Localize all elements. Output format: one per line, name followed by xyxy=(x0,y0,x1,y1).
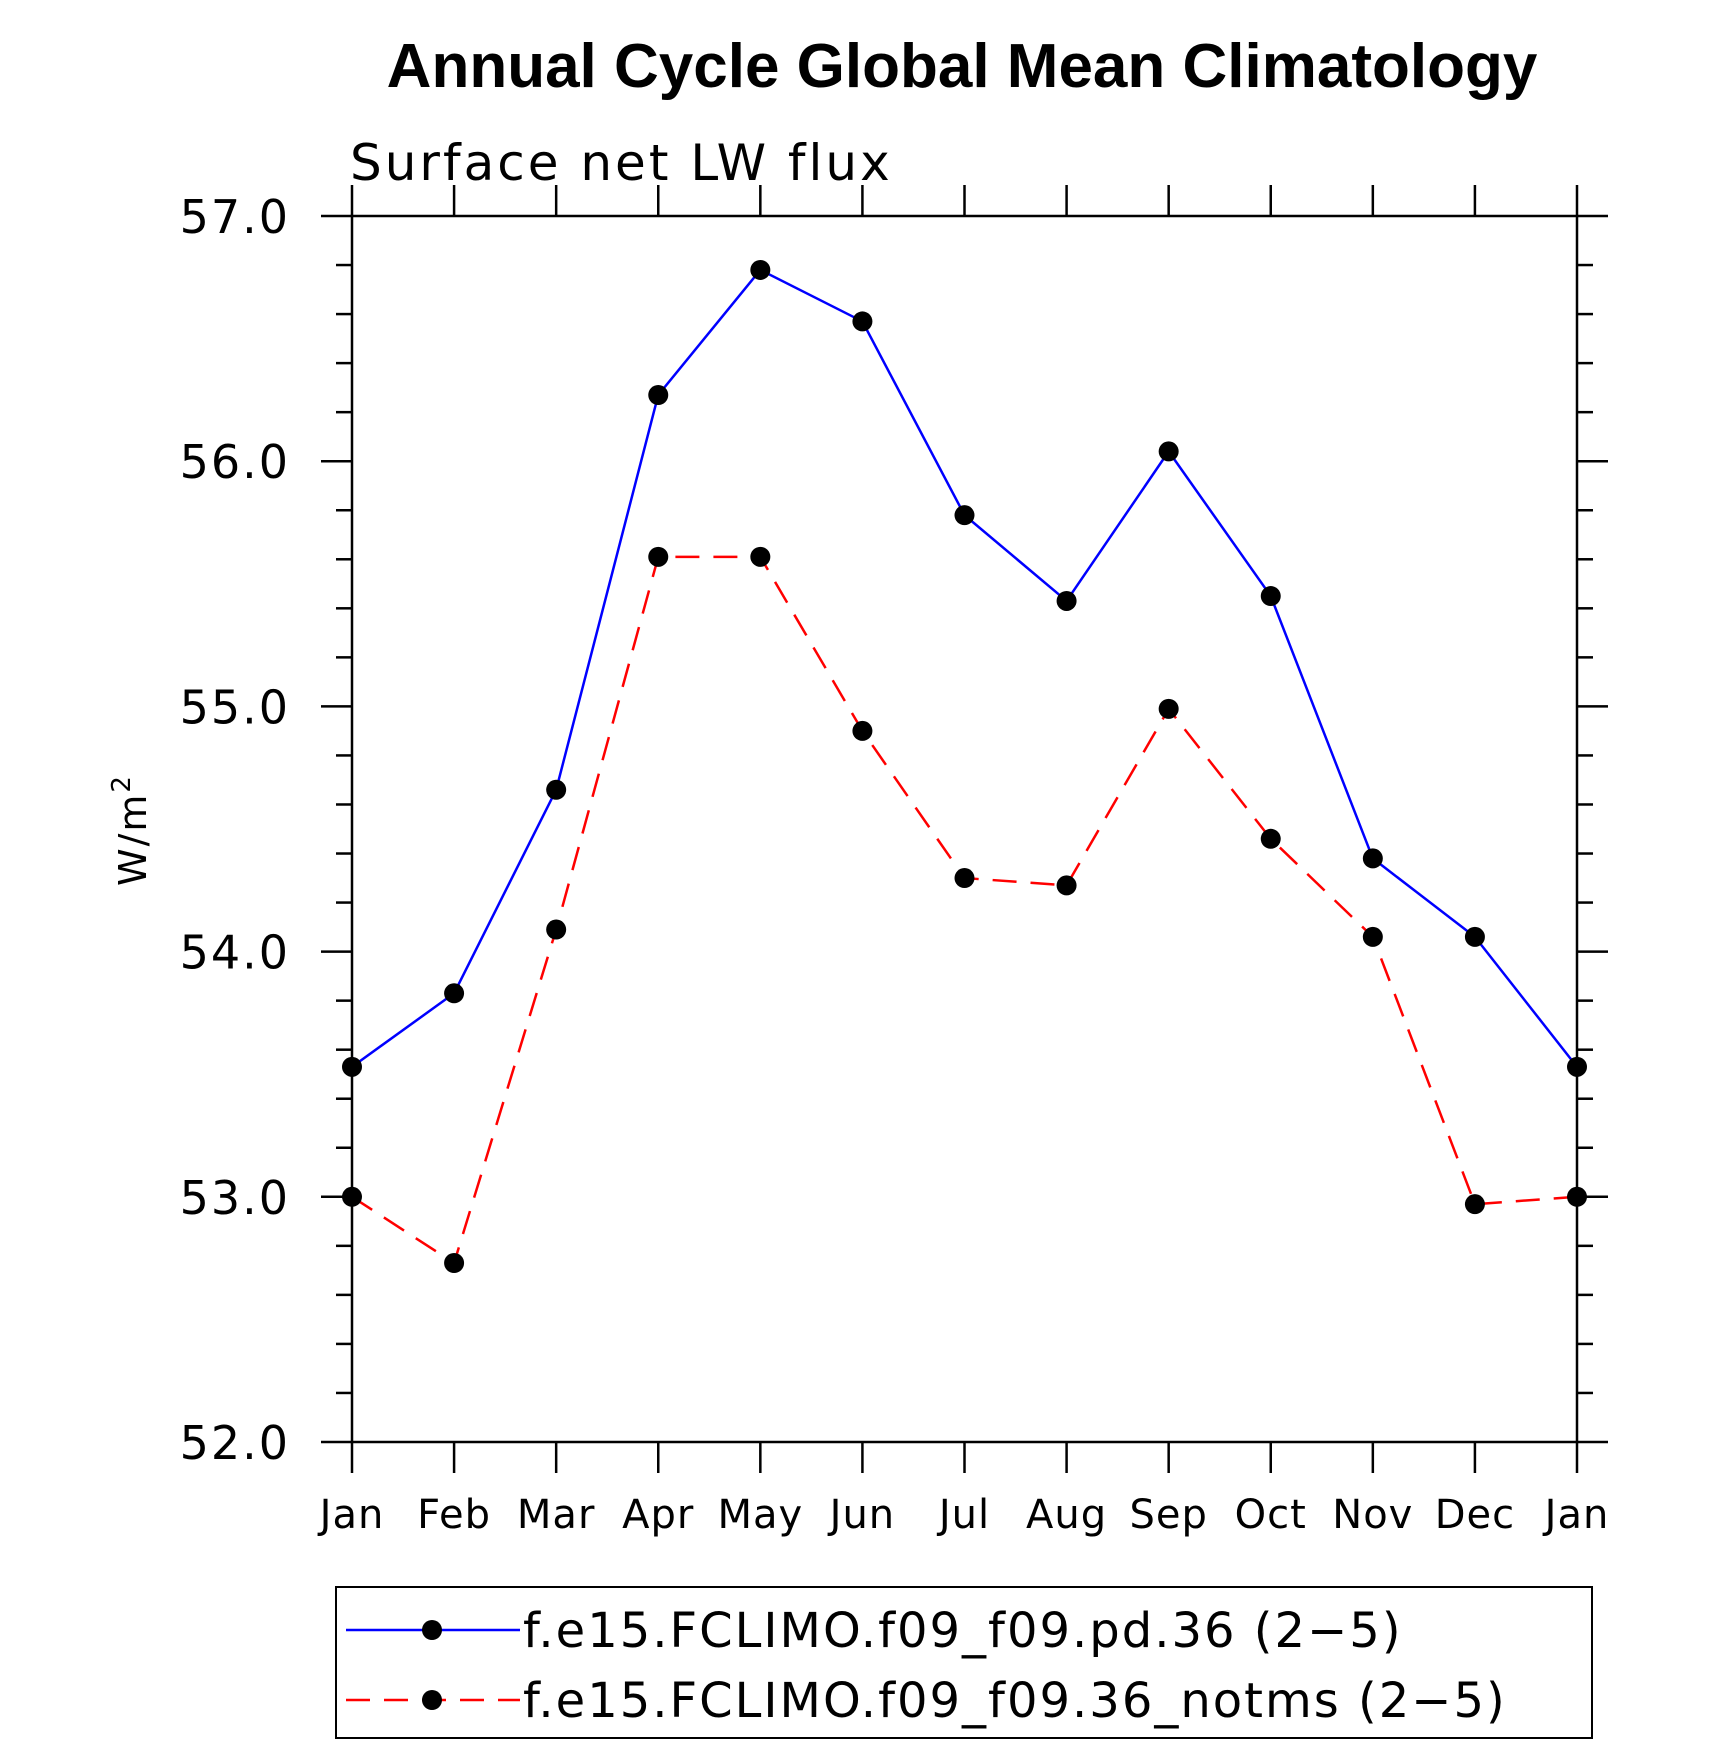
series-2-marker xyxy=(546,919,567,940)
series-2-marker xyxy=(1158,698,1179,719)
x-tick-label: May xyxy=(717,1492,803,1538)
x-tick-label: Jan xyxy=(1542,1492,1610,1538)
y-tick-label: 57.0 xyxy=(180,190,290,244)
series-2-marker xyxy=(1362,926,1383,947)
x-tick-label: Feb xyxy=(417,1492,491,1538)
legend-box xyxy=(335,1586,1593,1739)
x-tick-label: Mar xyxy=(517,1492,595,1538)
y-tick-label: 52.0 xyxy=(180,1416,290,1470)
x-tick-label: Apr xyxy=(622,1492,694,1538)
y-tick-label: 56.0 xyxy=(180,435,290,489)
series-2-marker xyxy=(1567,1186,1587,1207)
series-2-marker xyxy=(1464,1194,1485,1215)
series-1-marker xyxy=(750,259,771,280)
series-2-marker xyxy=(342,1186,362,1207)
y-axis-label: W/m2 xyxy=(107,774,155,886)
y-axis-label-superscript: 2 xyxy=(107,774,137,793)
series-1-marker xyxy=(1158,441,1179,462)
x-tick-label: Oct xyxy=(1235,1492,1307,1538)
series-1-marker xyxy=(1056,590,1077,611)
series-2-marker xyxy=(852,720,873,741)
y-tick-label: 55.0 xyxy=(180,680,290,734)
chart-subtitle: Surface net LW flux xyxy=(350,134,893,192)
series-line-2 xyxy=(351,555,1578,1265)
series-1-marker xyxy=(954,505,975,526)
series-1-marker xyxy=(648,384,669,405)
x-tick-label: Jan xyxy=(317,1492,385,1538)
series-1-marker xyxy=(342,1056,362,1077)
series-1-marker xyxy=(546,779,567,800)
series-1-marker xyxy=(852,311,873,332)
y-axis-label-text: W/m xyxy=(111,793,155,886)
legend-label-1: f.e15.FCLIMO.f09_f09.pd.36 (2−5) xyxy=(523,1603,1403,1659)
series-2-marker xyxy=(444,1253,465,1274)
series-2-marker xyxy=(954,868,975,889)
series-layer xyxy=(342,259,1587,1274)
series-1-marker xyxy=(1567,1056,1587,1077)
series-2-marker xyxy=(1260,828,1281,849)
series-1-marker xyxy=(1362,848,1383,869)
legend-label-2: f.e15.FCLIMO.f09_f09.36_notms (2−5) xyxy=(523,1673,1507,1729)
x-tick-label: Dec xyxy=(1435,1492,1515,1538)
legend: f.e15.FCLIMO.f09_f09.pd.36 (2−5) f.e15.FC… xyxy=(346,1603,1507,1729)
series-2-marker xyxy=(648,546,669,567)
series-2-marker xyxy=(750,546,771,567)
chart-title: Annual Cycle Global Mean Climatology xyxy=(387,32,1538,101)
y-tick-label: 53.0 xyxy=(180,1171,290,1225)
legend-marker-1 xyxy=(422,1620,442,1640)
series-1-marker xyxy=(1464,926,1485,947)
x-tick-label: Jul xyxy=(936,1492,990,1538)
x-tick-label: Jun xyxy=(827,1492,896,1538)
series-1-marker xyxy=(444,983,465,1004)
series-1-marker xyxy=(1260,586,1281,607)
legend-marker-2 xyxy=(422,1690,442,1710)
x-tick-label: Aug xyxy=(1026,1492,1107,1538)
plot-frame: 52.0 53.0 54.0 55.0 56.0 57.0 Jan Feb Mar Apr May J… xyxy=(180,185,1610,1538)
x-tick-label: Nov xyxy=(1332,1492,1413,1538)
series-2-marker xyxy=(1056,875,1077,896)
svg-text:W/m2: W/m2 xyxy=(107,774,155,886)
y-tick-label: 54.0 xyxy=(180,926,290,980)
series-line-1 xyxy=(351,268,1578,1068)
x-tick-label: Sep xyxy=(1129,1492,1207,1538)
